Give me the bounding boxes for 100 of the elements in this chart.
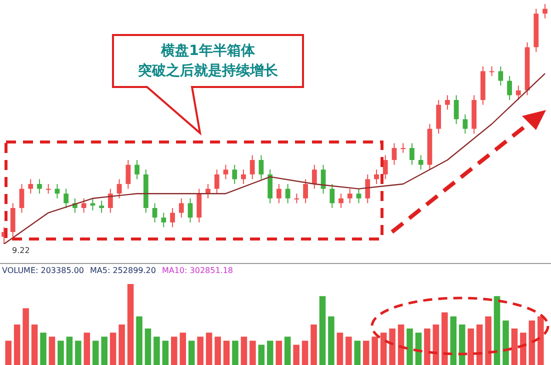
bar [84, 332, 90, 365]
bar [450, 316, 457, 365]
bar [346, 336, 352, 365]
candlestick [418, 154, 424, 170]
bar [398, 324, 404, 365]
bar [476, 324, 483, 365]
candlestick [347, 188, 352, 204]
bar [40, 332, 46, 365]
bar [276, 340, 282, 365]
candlestick [400, 142, 406, 154]
bar [310, 324, 317, 365]
candlestick [152, 202, 158, 223]
bar [511, 328, 518, 365]
bar [494, 296, 500, 365]
candlestick [303, 178, 308, 204]
candlestick [223, 164, 228, 180]
bar [458, 324, 466, 365]
candlestick [10, 202, 16, 238]
bar [144, 328, 152, 365]
candlestick [214, 169, 220, 194]
bar [250, 340, 256, 365]
annotation: 突破之后就是持续增长 [138, 62, 278, 81]
candlestick [338, 193, 344, 208]
candlestick [64, 188, 69, 208]
candlestick [374, 169, 379, 184]
bar [432, 324, 440, 365]
candlestick [170, 208, 175, 228]
bar [424, 328, 430, 365]
bar [58, 340, 64, 365]
candlestick [392, 142, 397, 166]
candlestick [454, 94, 459, 124]
candlestick [241, 169, 246, 184]
bar [136, 316, 142, 365]
annotation: 横盘1年半箱体 [161, 42, 255, 61]
text: MA5: 252899.20 [90, 266, 156, 275]
candlestick [126, 160, 131, 190]
text: 9.22 [12, 246, 30, 255]
bar [328, 316, 334, 365]
candlestick [462, 114, 468, 134]
bar [48, 336, 56, 365]
bar [302, 340, 308, 365]
candlestick [116, 178, 122, 199]
bar [22, 308, 29, 365]
bar [75, 340, 82, 365]
bar [380, 332, 387, 365]
bar [319, 296, 326, 365]
bar [372, 336, 378, 365]
candlestick [258, 154, 264, 180]
candlestick [365, 174, 370, 204]
bar [258, 344, 265, 365]
bar [171, 336, 178, 365]
bar [502, 320, 509, 365]
candlestick [232, 164, 238, 184]
bar [162, 340, 169, 365]
candlestick [285, 184, 290, 204]
bar [180, 332, 186, 365]
bar [14, 324, 20, 365]
candlestick [134, 160, 140, 180]
candlestick [507, 76, 512, 100]
bar [154, 336, 160, 365]
candlestick [542, 4, 548, 19]
bar [520, 332, 526, 365]
bar [240, 336, 248, 365]
bar [110, 332, 116, 365]
bar [284, 336, 291, 365]
bar [442, 312, 448, 365]
candlestick [108, 188, 113, 214]
candlestick [90, 198, 96, 211]
text: MA10: 302851.18 [162, 266, 234, 275]
bar [223, 340, 230, 365]
bar [92, 340, 99, 365]
candlestick [37, 178, 42, 194]
bar [468, 328, 474, 365]
bar [5, 340, 12, 365]
candlestick [330, 184, 335, 208]
candlestick [489, 66, 494, 76]
bar [197, 336, 204, 365]
candlestick [81, 198, 86, 214]
candlestick [312, 164, 317, 190]
bar [188, 340, 195, 365]
candlestick [196, 188, 202, 223]
candlestick [161, 212, 166, 228]
candlestick [498, 66, 504, 86]
candlestick [356, 188, 362, 204]
candlestick [445, 94, 450, 110]
candlestick [516, 85, 521, 100]
candlestick [250, 154, 255, 180]
bar [528, 320, 536, 365]
bar [214, 336, 221, 365]
bar [66, 336, 73, 365]
bar [101, 336, 108, 365]
bar [362, 340, 370, 365]
candlestick [28, 178, 34, 194]
candlestick [46, 184, 51, 194]
bar [406, 328, 413, 365]
bar [266, 340, 274, 365]
candlestick [410, 142, 414, 166]
bar [118, 324, 125, 365]
candlestick [294, 193, 300, 204]
bar [232, 340, 238, 365]
